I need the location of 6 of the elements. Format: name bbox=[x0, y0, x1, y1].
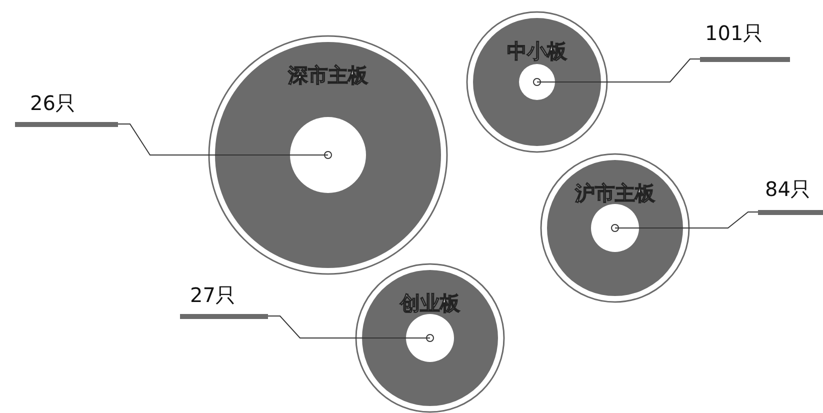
data-label: 26只 bbox=[30, 91, 76, 115]
data-label: 101只 bbox=[705, 21, 764, 45]
category-label: 创业板 bbox=[399, 291, 461, 315]
category-label: 中小板 bbox=[507, 39, 568, 63]
data-label: 84只 bbox=[765, 177, 810, 201]
data-label: 27只 bbox=[190, 283, 236, 307]
